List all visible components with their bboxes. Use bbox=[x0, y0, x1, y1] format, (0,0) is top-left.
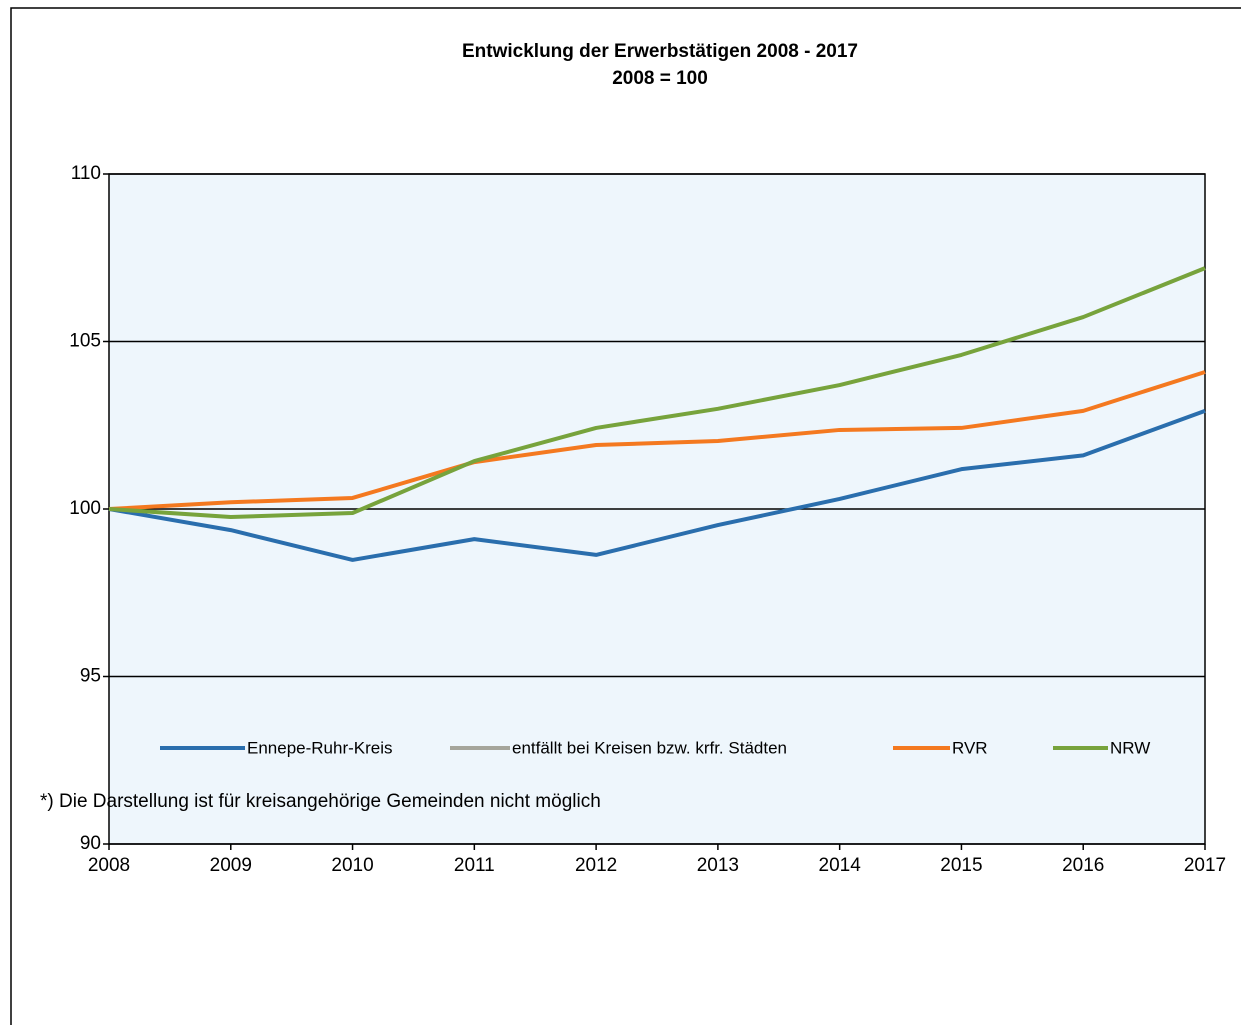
x-tick-label: 2013 bbox=[697, 855, 739, 876]
y-tick-label: 105 bbox=[69, 331, 101, 352]
series-line bbox=[108, 408, 1206, 562]
x-tick-label: 2016 bbox=[1062, 855, 1104, 876]
y-tick-label: 95 bbox=[80, 666, 101, 687]
x-tick-label: 2008 bbox=[88, 855, 130, 876]
legend-label: NRW bbox=[1110, 738, 1150, 757]
y-tick-label: 90 bbox=[80, 833, 101, 854]
series-line bbox=[108, 370, 1206, 511]
x-tick-label: 2011 bbox=[454, 855, 495, 876]
chart-subtitle: 2008 = 100 bbox=[612, 68, 708, 89]
y-tick-label: 110 bbox=[71, 163, 101, 184]
legend-label: RVR bbox=[952, 738, 988, 757]
x-tick-label: 2015 bbox=[940, 855, 982, 876]
legend-label: entfällt bei Kreisen bzw. krfr. Städten bbox=[512, 738, 787, 757]
x-tick-label: 2012 bbox=[575, 855, 617, 876]
chart-title: Entwicklung der Erwerbstätigen 2008 - 20… bbox=[462, 41, 858, 62]
y-tick-label: 100 bbox=[69, 498, 101, 519]
x-tick-label: 2010 bbox=[331, 855, 373, 876]
series-line bbox=[108, 266, 1206, 520]
x-tick-label: 2017 bbox=[1184, 855, 1226, 876]
x-tick-label: 2014 bbox=[819, 855, 862, 876]
footnote: *) Die Darstellung ist für kreisangehöri… bbox=[40, 791, 601, 812]
x-tick-label: 2009 bbox=[210, 855, 252, 876]
legend-label: Ennepe-Ruhr-Kreis bbox=[247, 738, 393, 757]
